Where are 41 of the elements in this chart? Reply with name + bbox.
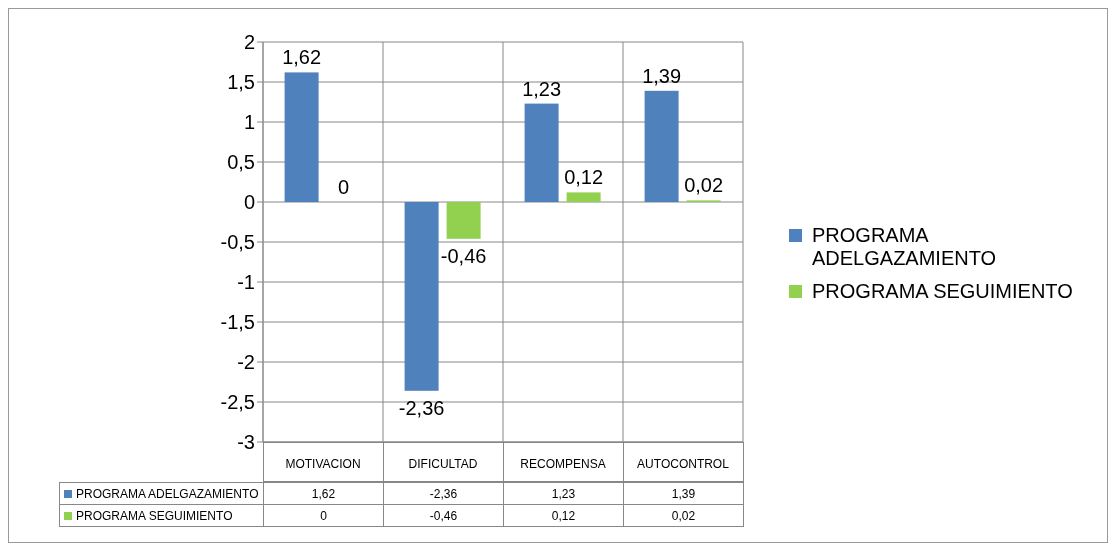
y-tick-label: 0 — [243, 191, 255, 214]
y-tick-label: -2 — [237, 351, 255, 374]
y-tick-label: -1 — [237, 271, 255, 294]
y-tick-label: 0,5 — [227, 151, 255, 174]
bar — [404, 202, 439, 391]
bar — [644, 90, 679, 202]
x-tick-label: RECOMPENSA — [503, 444, 623, 484]
data-label: 0,02 — [623, 504, 744, 527]
text: 1,23 — [522, 77, 562, 100]
data-label: -2,36 — [383, 482, 504, 505]
bar — [446, 202, 481, 239]
text: PROGRAMA ADELGAZAMIENTO — [812, 224, 997, 269]
legend-label: PROGRAMA SEGUIMIENTO — [812, 280, 1073, 303]
data-label: 1,23 — [503, 482, 624, 505]
data-label: -0,46 — [383, 504, 504, 527]
y-tick-label: -2,5 — [220, 391, 255, 414]
data-label: 0,12 — [503, 504, 624, 527]
text: 0 — [338, 176, 350, 198]
bar — [566, 192, 601, 202]
y-tick-label: 1,5 — [227, 71, 255, 94]
data-label: 1,62 — [263, 482, 384, 505]
text: 1,62 — [282, 46, 322, 69]
text: 0,12 — [564, 166, 604, 189]
legend-label: PROGRAMA ADELGAZAMIENTO — [59, 482, 264, 505]
y-tick-label: -3 — [237, 431, 255, 454]
y-tick-label: -1,5 — [220, 311, 255, 334]
text: 1,39 — [642, 64, 682, 87]
data-label: 1,39 — [623, 482, 744, 505]
text: -2,36 — [398, 396, 445, 419]
y-tick-label: 1 — [243, 111, 255, 134]
bar — [524, 103, 559, 202]
data-label: 0 — [263, 504, 384, 527]
text: 0,02 — [684, 174, 724, 197]
y-tick-label: 2 — [243, 31, 255, 54]
text: PROGRAMA SEGUIMIENTO — [76, 508, 233, 523]
x-tick-label: MOTIVACION — [263, 444, 383, 484]
x-tick-label: AUTOCONTROL — [623, 444, 743, 484]
bar — [284, 72, 319, 202]
text: -0,46 — [440, 244, 487, 267]
y-tick-label: -0,5 — [220, 231, 255, 254]
x-tick-label: DIFICULTAD — [383, 444, 503, 484]
